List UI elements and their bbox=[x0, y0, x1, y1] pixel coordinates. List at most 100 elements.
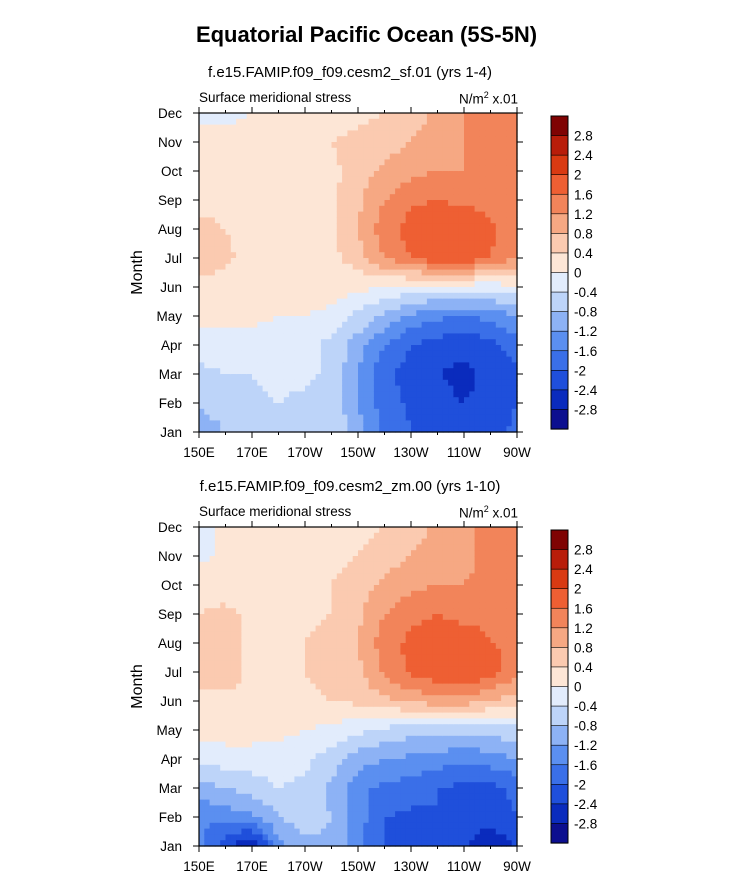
contour-cell bbox=[506, 136, 512, 142]
contour-cell bbox=[310, 829, 316, 835]
contour-cell bbox=[480, 339, 486, 345]
contour-cell bbox=[268, 776, 274, 782]
contour-cell bbox=[347, 374, 353, 380]
contour-cell bbox=[231, 351, 237, 357]
contour-cell bbox=[226, 805, 232, 811]
contour-cell bbox=[316, 281, 322, 287]
contour-cell bbox=[231, 823, 237, 829]
contour-cell bbox=[231, 579, 237, 585]
contour-cell bbox=[210, 287, 216, 293]
contour-cell bbox=[332, 742, 338, 748]
contour-cell bbox=[332, 753, 338, 759]
contour-cell bbox=[252, 707, 258, 713]
contour-cell bbox=[496, 310, 502, 316]
contour-cell bbox=[475, 322, 481, 328]
contour-cell bbox=[358, 183, 364, 189]
contour-cell bbox=[300, 171, 306, 177]
contour-cell bbox=[316, 585, 322, 591]
contour-cell bbox=[496, 136, 502, 142]
contour-cell bbox=[491, 316, 497, 322]
contour-cell bbox=[300, 742, 306, 748]
contour-cell bbox=[316, 171, 322, 177]
contour-cell bbox=[326, 724, 332, 730]
contour-cell bbox=[310, 568, 316, 574]
contour-cell bbox=[326, 689, 332, 695]
contour-cell bbox=[215, 362, 221, 368]
contour-cell bbox=[353, 275, 359, 281]
contour-cell bbox=[204, 579, 210, 585]
contour-cell bbox=[268, 183, 274, 189]
contour-cell bbox=[220, 730, 226, 736]
contour-cell bbox=[247, 753, 253, 759]
contour-cell bbox=[294, 742, 300, 748]
contour-cell bbox=[289, 165, 295, 171]
y-tick-label: Sep bbox=[158, 193, 182, 208]
contour-cell bbox=[379, 310, 385, 316]
contour-cell bbox=[347, 229, 353, 235]
contour-cell bbox=[226, 591, 232, 597]
contour-cell bbox=[279, 556, 285, 562]
contour-cell bbox=[342, 742, 348, 748]
contour-cell bbox=[316, 539, 322, 545]
contour-cell bbox=[236, 805, 242, 811]
contour-cell bbox=[369, 194, 375, 200]
contour-cell bbox=[464, 159, 470, 165]
contour-cell bbox=[416, 304, 422, 310]
contour-cell bbox=[247, 130, 253, 136]
contour-cell bbox=[459, 275, 465, 281]
contour-cell bbox=[204, 374, 210, 380]
contour-cell bbox=[310, 823, 316, 829]
contour-cell bbox=[332, 794, 338, 800]
contour-cell bbox=[241, 660, 247, 666]
contour-cell bbox=[310, 637, 316, 643]
contour-cell bbox=[363, 333, 369, 339]
contour-cell bbox=[506, 148, 512, 154]
contour-cell bbox=[337, 188, 343, 194]
contour-cell bbox=[353, 217, 359, 223]
contour-cell bbox=[289, 817, 295, 823]
contour-cell bbox=[204, 759, 210, 765]
contour-cell bbox=[374, 113, 380, 119]
contour-cell bbox=[226, 637, 232, 643]
contour-cell bbox=[459, 241, 465, 247]
contour-cell bbox=[310, 672, 316, 678]
contour-cell bbox=[443, 246, 449, 252]
contour-cell bbox=[231, 533, 237, 539]
contour-cell bbox=[247, 805, 253, 811]
contour-cell bbox=[310, 608, 316, 614]
contour-cell bbox=[310, 631, 316, 637]
contour-cell bbox=[406, 322, 412, 328]
contour-cell bbox=[432, 194, 438, 200]
contour-cell bbox=[326, 275, 332, 281]
contour-cell bbox=[369, 246, 375, 252]
contour-cell bbox=[485, 171, 491, 177]
contour-cell bbox=[453, 380, 459, 386]
y-tick-label: Nov bbox=[158, 135, 182, 150]
contour-cell bbox=[289, 275, 295, 281]
contour-cell bbox=[501, 183, 507, 189]
contour-cell bbox=[342, 776, 348, 782]
contour-cell bbox=[337, 834, 343, 840]
contour-cell bbox=[332, 614, 338, 620]
contour-cell bbox=[294, 800, 300, 806]
contour-cell bbox=[406, 380, 412, 386]
contour-cell bbox=[215, 765, 221, 771]
contour-cell bbox=[247, 585, 253, 591]
contour-cell bbox=[385, 310, 391, 316]
contour-cell bbox=[438, 316, 444, 322]
contour-cell bbox=[406, 235, 412, 241]
contour-cell bbox=[432, 252, 438, 258]
contour-cell bbox=[263, 136, 269, 142]
contour-cell bbox=[215, 252, 221, 258]
contour-cell bbox=[220, 672, 226, 678]
contour-cell bbox=[491, 212, 497, 218]
contour-cell bbox=[332, 788, 338, 794]
contour-cell bbox=[257, 800, 263, 806]
contour-cell bbox=[342, 800, 348, 806]
contour-cell bbox=[469, 212, 475, 218]
contour-cell bbox=[231, 328, 237, 334]
contour-cell bbox=[231, 539, 237, 545]
contour-cell bbox=[310, 684, 316, 690]
contour-cell bbox=[263, 119, 269, 125]
contour-cell bbox=[236, 539, 242, 545]
